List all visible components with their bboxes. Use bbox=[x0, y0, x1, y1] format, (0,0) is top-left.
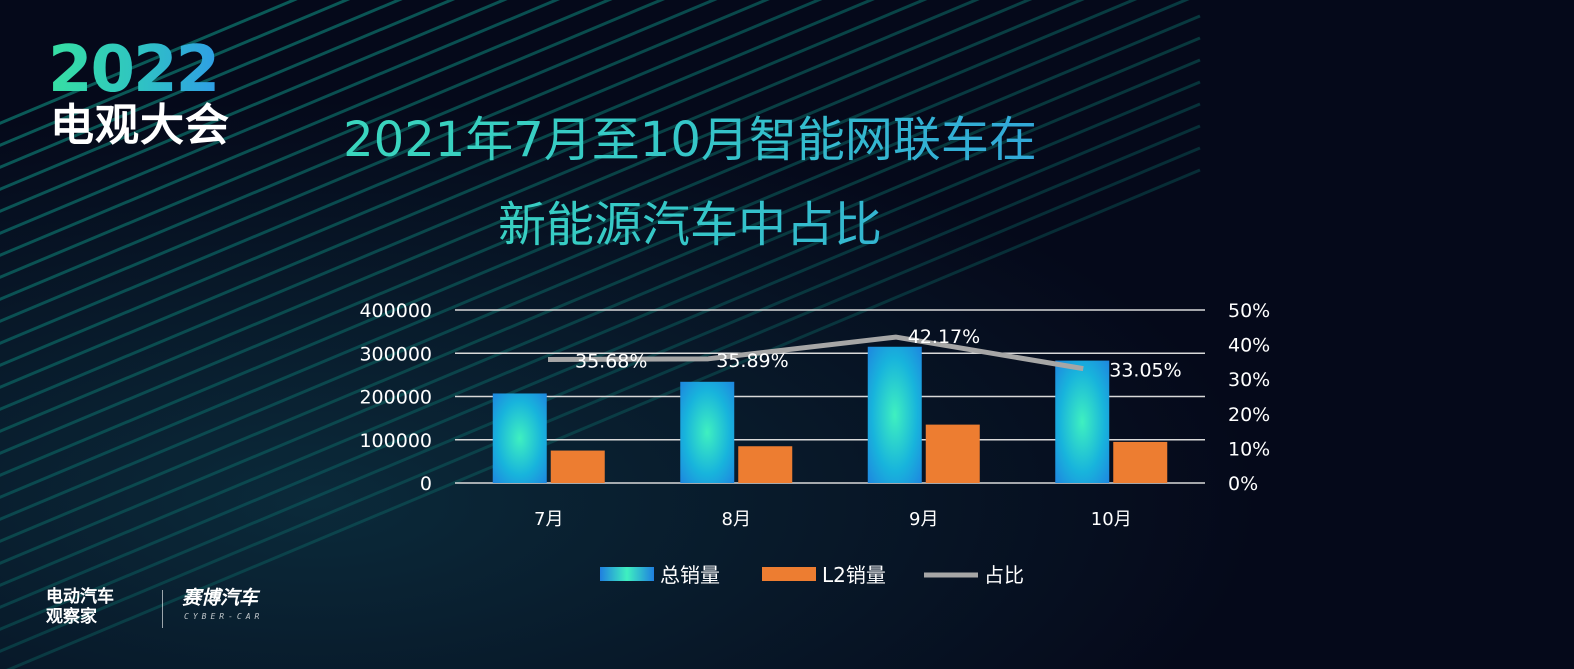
y-left-tick-label: 400000 bbox=[359, 300, 432, 322]
bar-total-sales bbox=[867, 346, 922, 483]
legend-swatch-total-sales bbox=[600, 567, 654, 581]
bar-l2-sales bbox=[1113, 441, 1168, 483]
y-right-tick-label: 10% bbox=[1228, 438, 1270, 460]
legend-label-l2-sales: L2销量 bbox=[822, 563, 886, 587]
data-label-share: 33.05% bbox=[1109, 360, 1181, 382]
y-left-tick-label: 300000 bbox=[359, 343, 432, 365]
brand-logo-2: 赛博汽车 bbox=[182, 587, 259, 609]
y-right-tick-label: 0% bbox=[1228, 473, 1258, 495]
bar-l2-sales bbox=[925, 424, 980, 483]
y-right-tick-label: 30% bbox=[1228, 369, 1270, 391]
background-streaks bbox=[0, 0, 1201, 669]
bar-l2-sales bbox=[550, 450, 605, 483]
brand-logo-1-line2: 观察家 bbox=[46, 607, 97, 627]
brand-logo-1: 电动汽车 观察家 bbox=[46, 587, 114, 627]
y-left-tick-label: 200000 bbox=[359, 387, 432, 409]
event-logo-year: 2022 bbox=[48, 33, 220, 107]
data-label-share: 42.17% bbox=[908, 326, 980, 348]
brand-logo-2-sub: CYBER-CAR bbox=[184, 612, 264, 621]
legend-label-share: 占比 bbox=[984, 563, 1024, 587]
y-left-tick-label: 0 bbox=[420, 473, 432, 495]
brand-divider bbox=[162, 590, 163, 628]
y-right-tick-label: 40% bbox=[1228, 335, 1270, 357]
x-tick-label: 10月 bbox=[1091, 509, 1132, 530]
chart-title-line2: 新能源汽车中占比 bbox=[60, 197, 1320, 253]
x-tick-label: 8月 bbox=[722, 509, 751, 530]
bar-total-sales bbox=[680, 381, 735, 483]
brand-logo-1-line1: 电动汽车 bbox=[46, 587, 114, 607]
y-left-tick-label: 100000 bbox=[359, 430, 432, 452]
y-right-tick-label: 20% bbox=[1228, 404, 1270, 426]
x-tick-label: 9月 bbox=[909, 509, 938, 530]
legend-label-total-sales: 总销量 bbox=[660, 563, 720, 587]
chart-title-line1: 2021年7月至10月智能网联车在 bbox=[60, 112, 1320, 168]
data-label-share: 35.89% bbox=[716, 350, 788, 372]
x-tick-label: 7月 bbox=[534, 509, 563, 530]
data-label-share: 35.68% bbox=[575, 351, 647, 373]
bar-total-sales bbox=[1055, 360, 1110, 483]
bar-total-sales bbox=[492, 393, 547, 483]
event-logo-name: 电观大会 bbox=[50, 100, 230, 152]
y-right-tick-label: 50% bbox=[1228, 300, 1270, 322]
legend-swatch-l2-sales bbox=[762, 567, 816, 581]
bar-l2-sales bbox=[738, 446, 793, 483]
line-share bbox=[547, 334, 1084, 372]
